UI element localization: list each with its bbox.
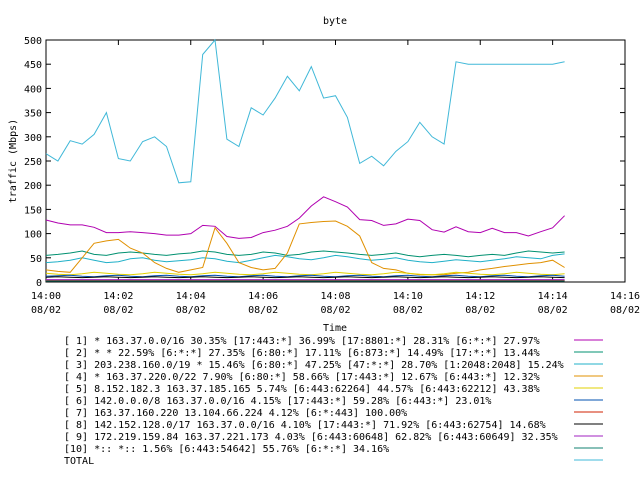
plot-border [45, 39, 626, 283]
y-tick-label-4: 200 [24, 181, 42, 192]
x-axis-label: Time [323, 323, 347, 334]
series-line-11 [45, 38, 565, 184]
y-tick-label-8: 400 [24, 84, 42, 95]
y-tick-label-6: 300 [24, 133, 42, 144]
y-tick-label-10: 500 [24, 36, 42, 47]
x-tick-time-0: 14:00 [31, 291, 61, 302]
y-tick-label-7: 350 [24, 109, 42, 120]
y-tick-label-1: 50 [30, 254, 42, 265]
plot-area [45, 39, 626, 283]
legend-label-7: [ 7] 163.37.160.220 13.104.66.224 4.12% … [64, 408, 407, 419]
legend-label-4: [ 4] * 163.37.220.0/22 7.90% [6:80:*] 58… [64, 372, 540, 383]
y-tick-label-9: 450 [24, 60, 42, 71]
x-tick-date-3: 08/02 [248, 305, 278, 316]
y-axis-label: traffic (Mbps) [8, 119, 19, 203]
chart-title: byte [323, 16, 347, 27]
y-axis: 0 50 100 150 200 250 300 350 400 450 500 [24, 36, 625, 289]
legend-label-2: [ 2] * * 22.59% [6:*:*] 27.35% [6:80:*] … [64, 348, 540, 359]
legend-label-9: [ 9] 172.219.159.84 163.37.221.173 4.03%… [64, 432, 558, 443]
legend: [ 1] * 163.37.0.0/16 30.35% [17:443:*] 3… [64, 336, 603, 467]
series-line-2 [45, 250, 565, 258]
x-tick-time-3: 14:06 [248, 291, 278, 302]
x-tick-time-8: 14:16 [610, 291, 640, 302]
x-tick-time-1: 14:02 [103, 291, 133, 302]
x-tick-date-4: 08/02 [320, 305, 350, 316]
legend-label-10: [10] *:: *:: 1.56% [6:443:54642] 55.76% … [64, 444, 389, 455]
series-line-4 [45, 220, 565, 276]
legend-label-5: [ 5] 8.152.182.3 163.37.185.165 5.74% [6… [64, 384, 540, 395]
x-tick-time-2: 14:04 [176, 291, 206, 302]
series-line-5 [45, 271, 565, 276]
series-line-8 [45, 276, 565, 279]
x-tick-date-2: 08/02 [176, 305, 206, 316]
series-lines [45, 38, 565, 282]
x-tick-date-8: 08/02 [610, 305, 640, 316]
series-line-1 [45, 196, 565, 239]
y-tick-label-0: 0 [36, 278, 42, 289]
x-tick-time-5: 14:10 [393, 291, 423, 302]
y-tick-label-2: 100 [24, 230, 42, 241]
x-tick-time-7: 14:14 [538, 291, 568, 302]
y-tick-label-3: 150 [24, 205, 42, 216]
legend-label-1: [ 1] * 163.37.0.0/16 30.35% [17:443:*] 3… [64, 336, 540, 347]
x-axis: 14:00 08/02 14:02 08/02 14:04 08/02 14:06 08/02… [31, 40, 640, 316]
series-line-6 [45, 274, 565, 278]
x-tick-date-0: 08/02 [31, 305, 61, 316]
x-tick-time-4: 14:08 [320, 291, 350, 302]
series-line-3 [45, 253, 565, 264]
x-tick-date-7: 08/02 [538, 305, 568, 316]
legend-label-3: [ 3] 203.238.160.0/19 * 15.46% [6:80:*] … [64, 360, 564, 371]
legend-label-11: TOTAL [64, 456, 94, 467]
x-tick-date-5: 08/02 [393, 305, 423, 316]
x-tick-time-6: 14:12 [465, 291, 495, 302]
x-tick-date-6: 08/02 [465, 305, 495, 316]
x-tick-date-1: 08/02 [103, 305, 133, 316]
legend-label-8: [ 8] 142.152.128.0/17 163.37.0.0/16 4.10… [64, 420, 546, 431]
legend-label-6: [ 6] 142.0.0.0/8 163.37.0.0/16 4.15% [17… [64, 396, 491, 407]
y-tick-label-5: 250 [24, 157, 42, 168]
